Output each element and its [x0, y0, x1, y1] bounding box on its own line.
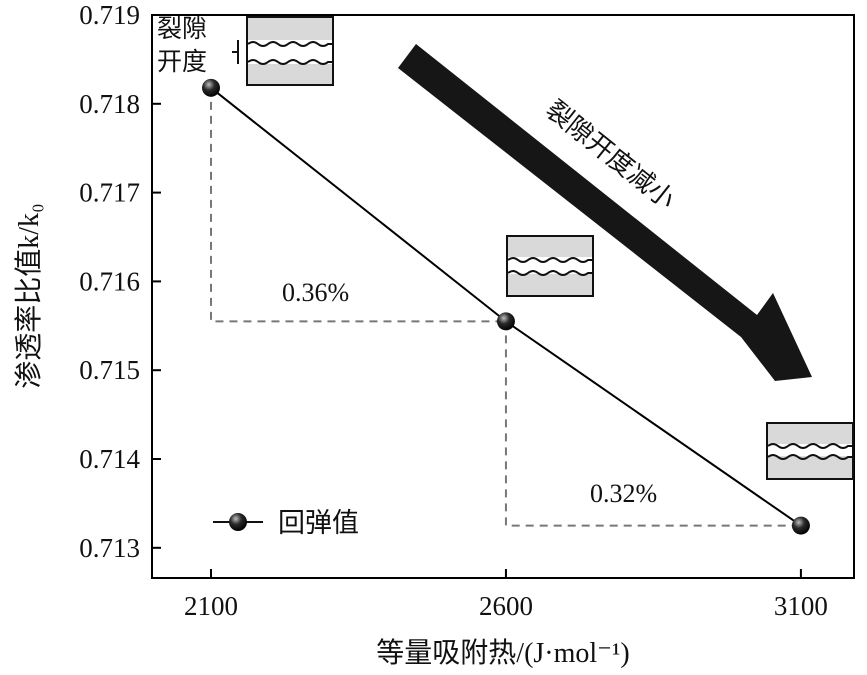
drop-annotation-1: 0.36%	[282, 278, 349, 307]
guides-layer	[209, 87, 801, 527]
series-marker-layer	[201, 78, 810, 535]
fracture-schematic-large	[246, 16, 334, 86]
legend-label: 回弹值	[278, 508, 359, 538]
x-axis-title: 等量吸附热/(J·mol⁻¹)	[376, 637, 629, 669]
drop-annotation-2: 0.32%	[590, 479, 657, 508]
label-line2: 开度	[157, 48, 207, 76]
label-line1: 裂隙	[157, 15, 207, 43]
y-tick-label: 0.713	[79, 533, 140, 563]
ticks-layer: 0.713 0.714 0.715 0.716 0.717 0.718 0.719 2100 2…	[79, 0, 828, 621]
y-tick-label: 0.714	[79, 444, 140, 474]
aperture-bracket	[232, 40, 239, 64]
y-tick-label: 0.718	[79, 89, 140, 119]
x-tick-label: 2600	[479, 591, 533, 621]
fracture-schematic-medium	[506, 235, 594, 297]
x-tick-label: 3100	[774, 591, 828, 621]
legend-marker	[229, 513, 247, 531]
y-tick-label: 0.715	[79, 355, 140, 385]
arrow-annotation: 裂隙开度减小	[540, 95, 680, 215]
x-tick-label: 2100	[184, 591, 238, 621]
drop-guide-1	[209, 87, 506, 323]
y-tick-label: 0.716	[79, 266, 140, 296]
trend-arrow	[398, 44, 812, 381]
y-tick-label: 0.717	[79, 178, 140, 208]
y-tick-label: 0.719	[79, 0, 140, 30]
y-axis-title: 渗透率比值k/k₀	[13, 203, 45, 389]
data-point	[201, 78, 220, 97]
data-point	[496, 312, 515, 331]
legend: 回弹值	[213, 508, 359, 538]
plot-frame	[151, 14, 855, 579]
data-point	[791, 516, 810, 535]
fracture-schematic-small	[766, 422, 854, 480]
fracture-aperture-label: 裂隙 开度	[157, 15, 239, 76]
